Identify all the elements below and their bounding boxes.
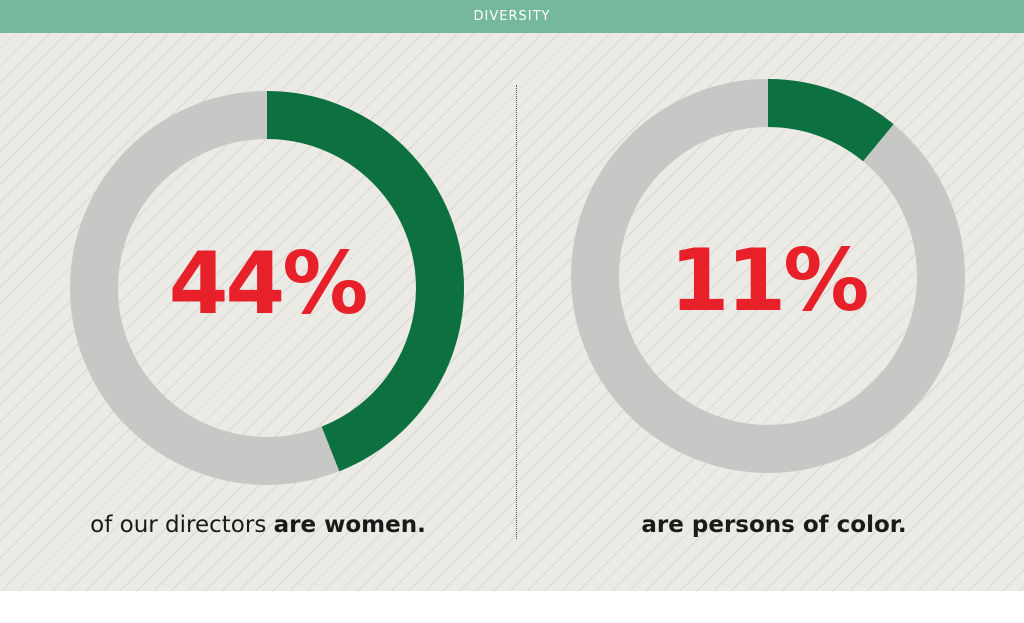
caption-women: of our directors are women.	[48, 512, 468, 538]
vertical-divider	[516, 85, 517, 539]
caption-poc: are persons of color.	[564, 512, 984, 538]
footer	[0, 591, 1024, 623]
donut-poc	[571, 79, 965, 473]
donut-poc-arc	[571, 79, 965, 473]
caption-poc-bold: are persons of color.	[641, 512, 907, 538]
caption-women-bold: are women.	[273, 512, 426, 538]
percent-poc: 11%	[669, 231, 870, 331]
header-title: DIVERSITY	[473, 9, 551, 24]
header-bar: DIVERSITY	[0, 0, 1024, 33]
percent-women: 44%	[168, 234, 369, 334]
donut-women	[70, 91, 464, 485]
caption-women-plain: of our directors	[90, 512, 274, 538]
donut-women-arc	[70, 91, 464, 485]
